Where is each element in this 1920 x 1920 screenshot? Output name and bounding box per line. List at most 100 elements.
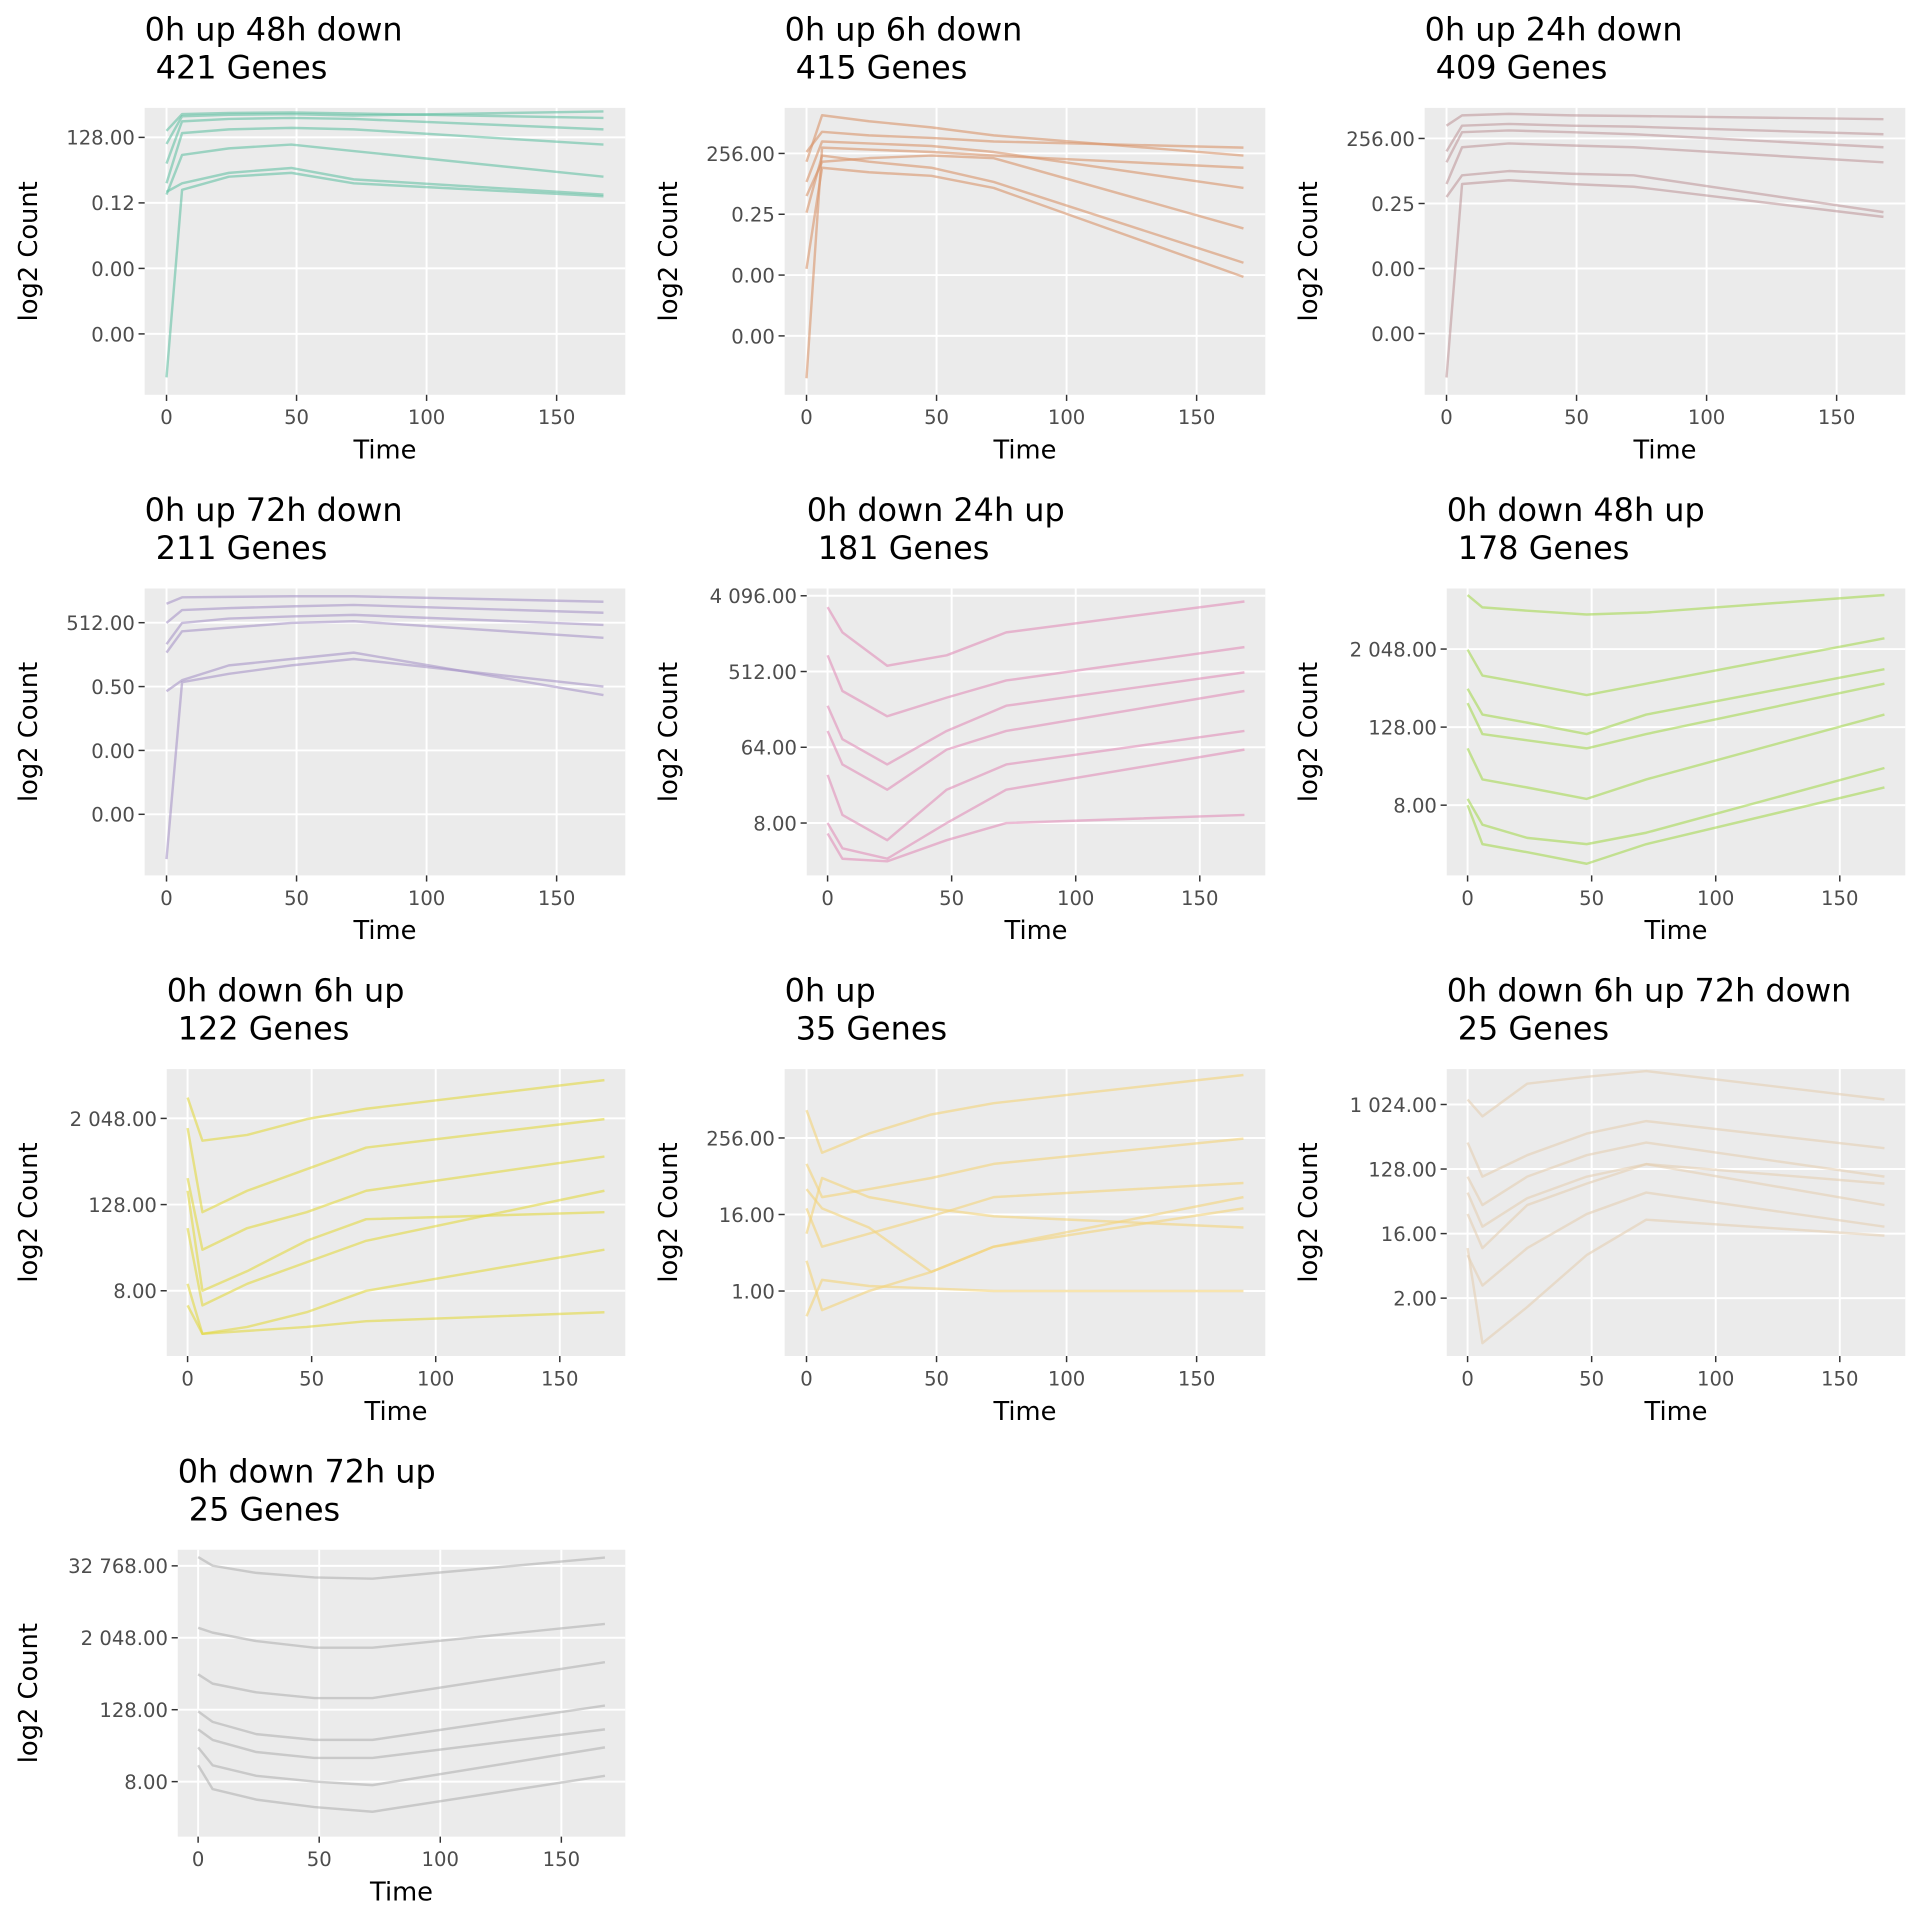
x-tick-label: 100 [422, 1848, 459, 1871]
y-tick-label: 0.12 [91, 192, 135, 215]
series-line [1466, 593, 1885, 616]
series-line [1466, 1162, 1885, 1250]
x-tick-label: 0 [160, 406, 172, 429]
panel-title: 0h down 6h up 72h down [1447, 972, 1852, 1010]
x-tick-label: 50 [924, 1367, 949, 1390]
series-line [197, 1764, 606, 1813]
series-line [1445, 142, 1884, 185]
series-line [1466, 1069, 1885, 1118]
x-tick-label: 150 [1181, 887, 1218, 910]
series-line [165, 620, 604, 654]
series-line [197, 1622, 606, 1649]
series-line [805, 130, 1244, 153]
plot-background [144, 588, 626, 876]
series-line [166, 595, 604, 605]
x-tick-label: 100 [1057, 887, 1094, 910]
panel-subtitle: 35 Genes [796, 1010, 947, 1048]
x-tick-label: 50 [1579, 1367, 1604, 1390]
y-tick-label: 1.00 [731, 1280, 775, 1303]
series-line [805, 1073, 1244, 1154]
x-axis-label: Time [992, 436, 1056, 466]
panel-title: 0h down 72h up [178, 1452, 436, 1490]
y-tick-label: 0.00 [91, 804, 135, 827]
panel-title: 0h down 24h up [807, 491, 1065, 529]
y-tick-label: 16.00 [719, 1204, 775, 1227]
x-tick-label: 50 [284, 406, 309, 429]
x-tick-label: 150 [538, 887, 575, 910]
panel-subtitle: 181 Genes [818, 529, 990, 567]
series-line [186, 1190, 605, 1293]
panel-subtitle: 421 Genes [156, 48, 328, 86]
x-tick-label: 150 [1821, 1367, 1858, 1390]
x-tick-label: 0 [181, 1367, 193, 1390]
series-line [826, 813, 1245, 863]
y-tick-label: 8.00 [124, 1771, 168, 1794]
series-line [165, 116, 604, 164]
y-tick-label: 8.00 [1393, 795, 1437, 818]
x-tick-label: 150 [1178, 1367, 1215, 1390]
y-tick-label: 512.00 [728, 661, 797, 684]
x-axis-label: Time [1632, 436, 1696, 466]
x-tick-label: 0 [800, 1367, 812, 1390]
y-axis-label: log2 Count [654, 181, 684, 321]
series-line [165, 110, 604, 145]
panel-title: 0h up [785, 972, 876, 1010]
series-line [165, 171, 604, 378]
series-line [1466, 1141, 1885, 1207]
series-line [805, 146, 1244, 379]
y-tick-label: 256.00 [1346, 128, 1415, 151]
panel-subtitle: 25 Genes [1458, 1010, 1609, 1048]
series-line [826, 645, 1245, 718]
y-tick-label: 0.00 [731, 264, 775, 287]
panel-title: 0h up 48h down [145, 10, 403, 48]
x-axis-label: Time [1004, 916, 1068, 946]
y-axis-label: log2 Count [1294, 1142, 1324, 1282]
series-line [1466, 637, 1885, 697]
y-tick-label: 2 048.00 [1350, 638, 1437, 661]
x-tick-label: 0 [160, 887, 172, 910]
y-tick-label: 0.00 [91, 258, 135, 281]
series-line [186, 1155, 605, 1251]
series-line [1445, 122, 1884, 153]
plot-background [784, 1069, 1266, 1357]
panel-title: 0h down 48h up [1447, 491, 1705, 529]
series-line [826, 671, 1245, 766]
x-axis-label: Time [352, 436, 416, 466]
series-line [197, 1746, 606, 1787]
y-tick-label: 1 024.00 [1350, 1094, 1437, 1117]
panel-subtitle: 409 Genes [1436, 48, 1608, 86]
x-axis-label: Time [992, 1397, 1056, 1427]
x-axis-label: Time [364, 1397, 428, 1427]
x-tick-label: 50 [924, 406, 949, 429]
x-tick-label: 0 [192, 1848, 204, 1871]
y-tick-label: 0.00 [731, 325, 775, 348]
series-line [826, 689, 1245, 791]
y-tick-label: 128.00 [88, 1194, 157, 1217]
series-line [197, 1728, 606, 1760]
y-tick-label: 2 048.00 [81, 1627, 168, 1650]
series-line [805, 114, 1244, 163]
series-line [826, 729, 1245, 842]
panel-subtitle: 122 Genes [178, 1010, 350, 1048]
x-tick-label: 150 [538, 406, 575, 429]
series-line [165, 613, 604, 645]
y-tick-label: 0.25 [1371, 193, 1415, 216]
series-line [1466, 713, 1885, 801]
x-axis-label: Time [369, 1877, 433, 1907]
series-line [805, 154, 1244, 230]
series-line [165, 603, 604, 624]
series-line [165, 651, 604, 697]
y-tick-label: 2.00 [1393, 1287, 1437, 1310]
x-tick-label: 100 [1048, 406, 1085, 429]
series-line [197, 1660, 606, 1700]
series-line [805, 1207, 1244, 1312]
y-tick-label: 8.00 [113, 1280, 157, 1303]
series-line [186, 1078, 605, 1142]
series-line [1466, 667, 1885, 736]
y-tick-label: 0.00 [1371, 323, 1415, 346]
y-tick-label: 128.00 [1368, 716, 1437, 739]
x-tick-label: 100 [408, 887, 445, 910]
